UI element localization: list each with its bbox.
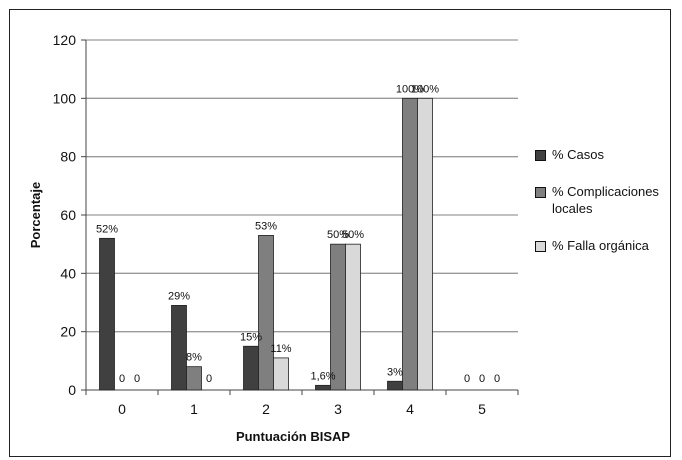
data-label: 0 xyxy=(464,373,470,385)
legend-swatch-falla xyxy=(535,241,546,252)
y-tick-label: 20 xyxy=(60,324,76,340)
legend-swatch-casos xyxy=(535,150,546,161)
x-tick-label: 2 xyxy=(262,401,270,417)
bar xyxy=(99,237,115,391)
data-label: 11% xyxy=(270,343,291,355)
y-tick-label: 80 xyxy=(60,149,76,165)
x-tick-label: 5 xyxy=(478,401,486,417)
legend-label-casos: % Casos xyxy=(552,147,605,162)
axes: 0 20 40 60 80 100 120 0 1 2 3 4 5 xyxy=(53,32,519,417)
x-axis-title: Puntuación BISAP xyxy=(236,429,350,444)
y-tick-label: 120 xyxy=(53,32,77,48)
data-label: 50% xyxy=(342,229,364,241)
data-label: 15% xyxy=(240,331,262,343)
legend-label-complicaciones: % Complicaciones locales xyxy=(552,184,659,216)
bar xyxy=(402,97,418,391)
bar xyxy=(273,357,289,391)
bar xyxy=(258,235,274,391)
bar xyxy=(330,243,346,391)
y-tick-label: 100 xyxy=(53,90,77,106)
bar xyxy=(345,243,361,391)
legend-label-falla: % Falla orgánica xyxy=(552,238,649,253)
data-label: 100% xyxy=(396,83,424,95)
x-tick-label: 3 xyxy=(334,401,342,417)
legend-item-falla: % Falla orgánica xyxy=(535,237,675,254)
x-tick-label: 0 xyxy=(118,401,126,417)
data-label: 0 xyxy=(494,373,500,385)
bars xyxy=(99,97,433,391)
x-tick-label: 1 xyxy=(190,401,198,417)
bar xyxy=(243,345,259,391)
bar xyxy=(171,305,187,391)
data-labels: 52%29%15%1,6% 3%008%53%50%100%00 011%50%10… xyxy=(96,83,500,385)
legend-item-complicaciones: % Complicaciones locales xyxy=(535,183,675,217)
y-tick-label: 60 xyxy=(60,207,76,223)
data-label: 3% xyxy=(387,366,403,378)
data-label: 52% xyxy=(96,223,118,235)
data-label: 0 xyxy=(119,373,125,385)
data-label: 0 xyxy=(206,373,212,385)
legend-swatch-complicaciones xyxy=(535,187,546,198)
data-label: 1,6% xyxy=(310,370,335,382)
y-tick-label: 0 xyxy=(68,382,76,398)
data-label: 29% xyxy=(168,290,190,302)
x-tick-label: 4 xyxy=(406,401,414,417)
data-label: 50% xyxy=(327,229,349,241)
bar xyxy=(315,384,331,391)
gridlines xyxy=(86,39,518,333)
bar xyxy=(417,97,433,391)
bar xyxy=(186,366,202,391)
y-tick-label: 40 xyxy=(60,265,76,281)
bar xyxy=(387,380,403,391)
y-axis-title: Porcentaje xyxy=(28,182,43,248)
data-label: 100% xyxy=(411,83,439,95)
legend: % Casos % Complicaciones locales % Falla… xyxy=(535,146,675,274)
legend-item-casos: % Casos xyxy=(535,146,675,163)
data-label: 53% xyxy=(255,220,277,232)
data-label: 8% xyxy=(186,352,202,364)
data-label: 0 xyxy=(479,373,485,385)
data-label: 0 xyxy=(134,373,140,385)
